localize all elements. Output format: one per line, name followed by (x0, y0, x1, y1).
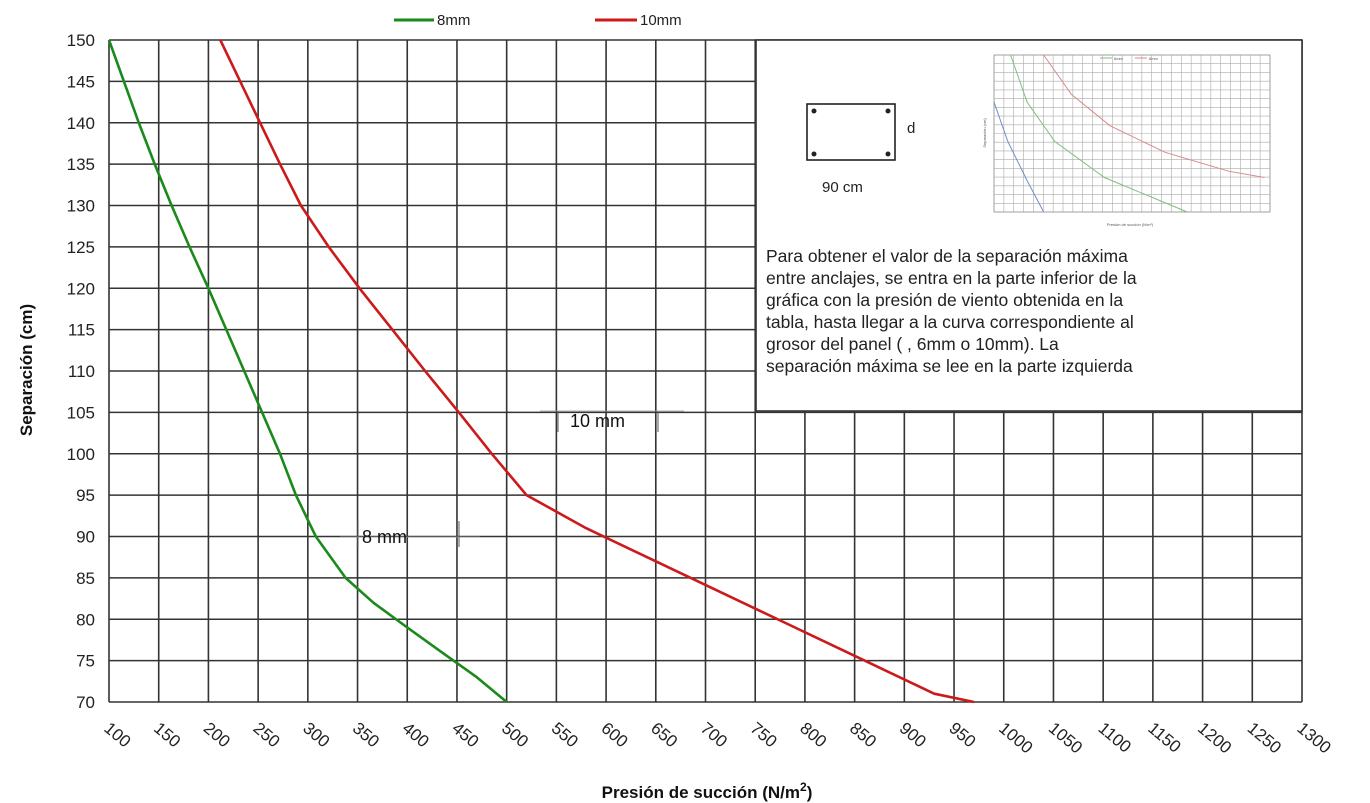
x-tick-label: 1000 (995, 719, 1036, 758)
curve-label-8mm: 8 mm (340, 521, 480, 547)
x-tick-label: 1050 (1045, 719, 1086, 758)
x-tick-label: 300 (299, 719, 333, 752)
thumbnail-curve (1043, 54, 1265, 178)
y-tick-label: 75 (76, 652, 95, 671)
anchor-dot (811, 151, 817, 157)
panel-depth-label: d (907, 120, 915, 137)
note-line: gráfica con la presión de viento obtenid… (766, 290, 1124, 310)
y-tick-labels: 70 75 80 85 90 95 100 105 110 115 120 125 130 135 140 1… (67, 31, 95, 712)
thumbnail-curve (1010, 54, 1188, 213)
y-tick-label: 145 (67, 72, 95, 91)
series-line-8mm (107, 39, 508, 704)
thumbnail-curve (993, 101, 1045, 213)
instruction-note: Para obtener el valor de la separación m… (766, 245, 1266, 377)
x-tick-label: 1200 (1194, 719, 1235, 758)
x-tick-label: 150 (150, 719, 184, 752)
panel-diagram (806, 103, 896, 161)
y-tick-label: 130 (67, 197, 95, 216)
x-tick-label: 800 (796, 719, 830, 752)
thumbnail-ylabel: Separación (cm) (982, 118, 987, 148)
anchor-dot (885, 151, 891, 157)
x-tick-label: 950 (945, 719, 979, 752)
y-tick-label: 80 (76, 610, 95, 629)
legend-label-8mm: 8mm (437, 12, 470, 29)
series-lines (107, 39, 975, 704)
y-tick-label: 95 (76, 486, 95, 505)
curve-label-10mm-text: 10 mm (570, 411, 625, 431)
curve-label-8mm-text: 8 mm (362, 527, 407, 547)
x-axis-title: Presión de succión (N/m2) (602, 780, 813, 802)
anchor-dot (885, 108, 891, 114)
y-tick-label: 100 (67, 445, 95, 464)
x-tick-label: 750 (747, 719, 781, 752)
y-tick-label: 135 (67, 155, 95, 174)
legend-label-10mm: 10mm (640, 12, 682, 29)
x-tick-label: 1300 (1293, 719, 1334, 758)
curve-label-10mm: 10 mm (540, 410, 684, 432)
x-tick-label: 450 (448, 719, 482, 752)
note-line: entre anclajes, se entra en la parte inf… (766, 268, 1137, 288)
x-tick-label: 100 (100, 719, 134, 752)
x-tick-label: 1150 (1144, 719, 1184, 757)
x-tick-label: 900 (896, 719, 930, 752)
legend: 8mm 10mm (394, 12, 682, 29)
y-axis-title: Separación (cm) (17, 304, 36, 436)
y-tick-label: 110 (68, 362, 95, 381)
thumbnail-legend-label: 6mm (1114, 56, 1124, 61)
thumbnail-legend-label: 8mm (1149, 56, 1159, 61)
y-tick-label: 70 (76, 693, 95, 712)
x-tick-label: 350 (349, 719, 383, 752)
note-line: tabla, hasta llegar a la curva correspon… (766, 312, 1134, 332)
x-tick-label: 200 (200, 719, 234, 752)
y-tick-label: 85 (76, 569, 95, 588)
x-tick-label: 850 (846, 719, 880, 752)
x-tick-label: 250 (250, 719, 284, 752)
x-tick-label: 500 (498, 719, 532, 752)
x-tick-label: 550 (548, 719, 582, 752)
thumbnail-xlabel: Presión de succión (N/m²) (1107, 222, 1154, 227)
x-tick-label: 650 (647, 719, 681, 752)
anchor-dot (811, 108, 817, 114)
y-tick-label: 105 (67, 403, 95, 422)
series-line-10mm (219, 39, 975, 704)
x-tick-label: 1250 (1244, 719, 1285, 758)
x-tick-labels: 100 150 200 250 300 350 400 450 500 550 600 650 700 7… (100, 719, 1334, 758)
x-tick-label: 700 (697, 719, 731, 752)
y-tick-label: 90 (76, 528, 95, 547)
x-tick-label: 1100 (1095, 719, 1135, 757)
thumbnail-chart: Presión de succión (N/m²) Separación (cm)… (982, 54, 1271, 227)
x-tick-label: 400 (399, 719, 433, 752)
x-tick-label: 600 (598, 719, 632, 752)
note-line: Para obtener el valor de la separación m… (766, 246, 1128, 266)
note-line: grosor del panel ( , 6mm o 10mm). La (766, 334, 1059, 354)
inset-box: d 90 cm Presión de succión (N/m²) Separac… (755, 39, 1303, 412)
y-tick-label: 120 (67, 279, 95, 298)
y-tick-label: 140 (67, 114, 95, 133)
panel-width-label: 90 cm (822, 179, 863, 196)
y-tick-label: 115 (68, 321, 95, 340)
y-tick-label: 150 (67, 31, 95, 50)
y-tick-label: 125 (67, 238, 95, 257)
note-line: separación máxima se lee en la parte izq… (766, 356, 1133, 376)
